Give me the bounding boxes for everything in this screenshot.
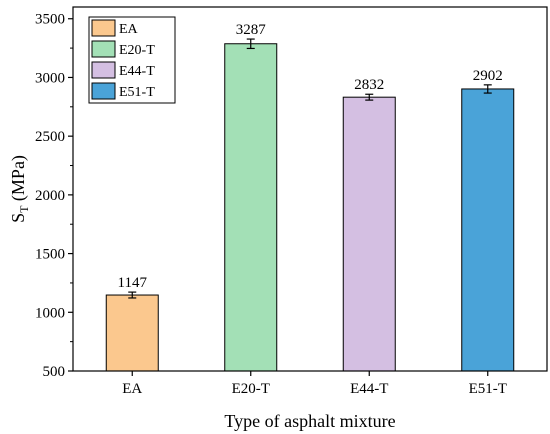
data-label: 3287	[236, 22, 267, 38]
bar-e51-t	[461, 88, 515, 372]
y-tick-label: 3500	[35, 12, 65, 28]
data-labels-group: 1147 3287 2832 2902	[118, 22, 503, 291]
legend-swatch	[91, 40, 116, 58]
legend-swatch	[91, 19, 116, 37]
legend: EA E20-T E44-T E51-T	[88, 16, 176, 104]
x-axis-title: Type of asphalt mixture	[224, 411, 395, 431]
plot-frame	[72, 6, 548, 372]
y-axis-title-unit: (MPa)	[8, 155, 29, 206]
legend-label: EA	[119, 22, 139, 37]
y-tick-label: 2500	[35, 129, 65, 145]
bar-e44-t	[342, 96, 396, 372]
legend-swatch	[91, 61, 116, 79]
y-tick-label: 2000	[35, 188, 65, 204]
y-axis-ticks: 500 1000 1500 2000 2500 3000 3500	[35, 12, 73, 380]
y-tick-label: 3000	[35, 70, 65, 86]
data-label: 2832	[354, 77, 384, 93]
x-tick-label: E51-T	[469, 381, 507, 397]
data-label: 1147	[118, 275, 148, 291]
y-tick-label: 1500	[35, 247, 65, 263]
x-tick-label: EA	[122, 381, 142, 397]
y-axis-title-main: S	[8, 213, 28, 223]
y-axis-title-subscript: T	[17, 205, 31, 213]
y-axis-title: ST (MPa)	[8, 155, 31, 223]
y-tick-label: 500	[43, 364, 66, 380]
bar-ea	[105, 294, 159, 372]
x-axis-ticks: EA E20-T E44-T E51-T	[122, 371, 507, 397]
y-tick-label: 1000	[35, 305, 65, 321]
data-label: 2902	[473, 68, 503, 84]
legend-swatch	[91, 82, 116, 100]
error-bars-group	[128, 38, 492, 299]
x-tick-label: E20-T	[232, 381, 270, 397]
legend-label: E20-T	[119, 43, 155, 58]
bar-e20-t	[224, 43, 278, 372]
legend-label: E44-T	[119, 64, 155, 79]
x-tick-label: E44-T	[350, 381, 388, 397]
legend-label: E51-T	[119, 85, 155, 100]
